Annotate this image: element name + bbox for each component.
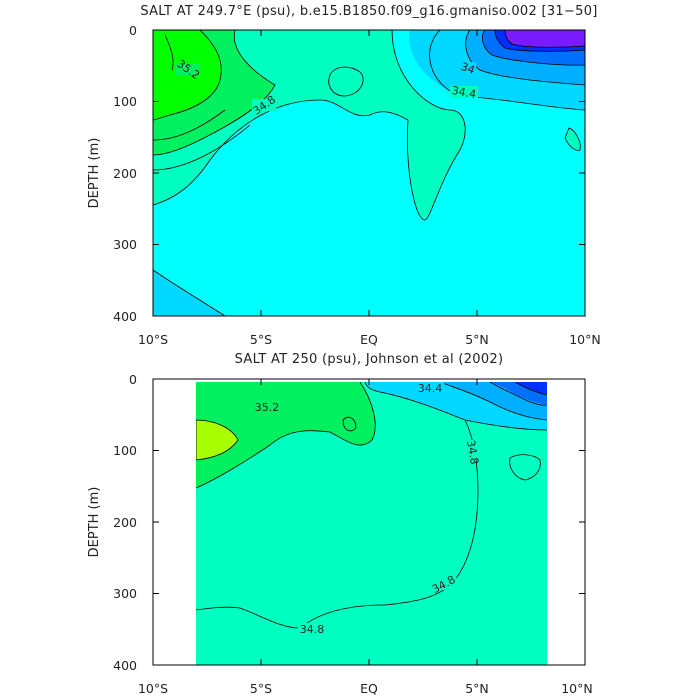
y-tick-labels-bottom: 0 100 200 300 400 [113,372,137,673]
y-tick-label: 100 [113,94,137,109]
contour-line [153,109,226,141]
contour-labels-bottom: 35.2 34.4 34.8 34.8 34.8 [254,382,481,636]
contour-field-bottom [196,382,547,665]
x-tick-label: 10°N [569,332,601,347]
x-tick-label: 5°N [465,332,489,347]
y-tick-label: 400 [113,658,137,673]
contour-line [494,30,585,52]
salinity-fill-blob-north [565,128,581,151]
contour-line [153,124,251,171]
contour-line [564,127,581,151]
salinity-fill-blob-north [509,454,541,480]
contour-line [504,30,585,48]
axis-ticks-top [152,29,586,317]
contour-line [153,30,276,156]
x-tick-label: 5°S [250,332,272,347]
y-tick-label: 400 [113,309,137,324]
chart-title-bottom: SALT AT 250 (psu), Johnson et al (2002) [235,352,504,367]
contour-line [391,30,466,221]
x-tick-labels-top: 10°S 5°S EQ 5°N 10°N [138,332,601,347]
salinity-fill-min [515,382,547,395]
chart-title-top: SALT AT 249.7°E (psu), b.e15.B1850.f09_g… [140,4,597,19]
contour-line [164,34,174,71]
y-tick-label: 300 [113,237,137,252]
y-axis-label-bottom: DEPTH (m) [87,487,102,558]
x-tick-label: 5°N [465,681,489,696]
contour-line [439,382,547,421]
y-tick-label: 300 [113,586,137,601]
contour-line [342,416,357,432]
salinity-fill-low-bottom [153,270,225,316]
y-tick-label: 0 [129,23,137,38]
contour-label: 35.2 [255,401,280,414]
contour-line [509,454,541,481]
x-tick-label: 5°S [250,681,272,696]
contour-line [196,419,239,461]
contour-line [328,66,364,97]
y-tick-label: 100 [113,443,137,458]
x-tick-label: 10°S [138,681,168,696]
contour-line [196,419,479,629]
contour-line [153,99,409,206]
contour-label: 34.8 [300,623,325,636]
x-tick-label: EQ [360,681,378,696]
y-tick-label: 200 [113,515,137,530]
contour-line [196,382,376,489]
contour-line [153,269,226,316]
y-axis-label-top: DEPTH (m) [87,138,102,209]
axis-ticks-bottom [152,378,586,666]
y-tick-labels-top: 0 100 200 300 400 [113,23,137,324]
contour-line [364,382,547,431]
x-tick-label: 10°S [138,332,168,347]
y-tick-label: 0 [129,372,137,387]
contour-label: 34.8 [464,439,481,465]
contour-line [489,382,547,406]
contour-line [153,30,222,121]
x-tick-label: EQ [360,332,378,347]
contour-line [514,382,547,396]
contour-label: 34.4 [451,84,477,101]
contour-label: 34.4 [418,382,443,395]
contour-line [481,30,585,66]
y-tick-label: 200 [113,166,137,181]
x-tick-label: 10°N [561,681,593,696]
contour-field-top [153,30,585,316]
contour-line [465,30,585,86]
x-tick-labels-bottom: 10°S 5°S EQ 5°N 10°N [138,681,593,696]
salinity-fill-min [505,30,585,48]
contour-label: 34 [459,60,477,77]
